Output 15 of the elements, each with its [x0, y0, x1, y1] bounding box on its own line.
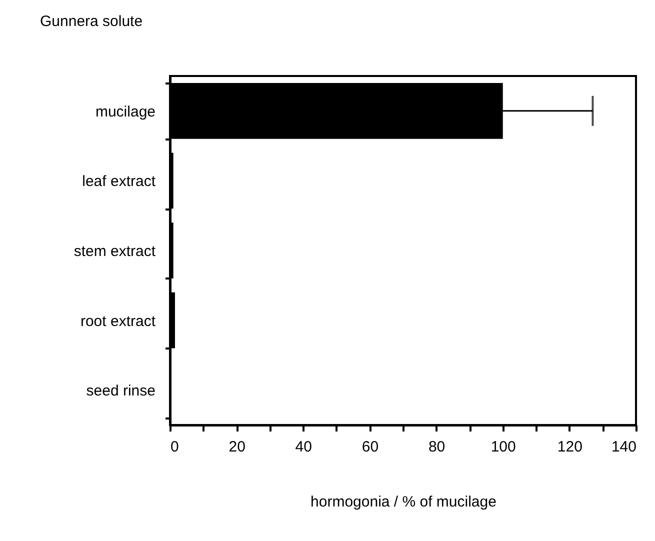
x-axis-title: hormogonia / % of mucilage	[310, 494, 496, 510]
y-tick-label: leaf extract	[82, 173, 156, 190]
y-tick-label: stem extract	[74, 243, 156, 260]
x-tick-label: 120	[557, 438, 582, 456]
chart-title: Gunnera solute	[40, 13, 143, 30]
x-tick-label: 0	[170, 438, 179, 456]
y-tick-label: root extract	[80, 312, 156, 330]
y-tick-label: seed rinse	[86, 382, 156, 400]
x-tick-label: 100	[490, 438, 516, 456]
y-tick-label: mucilage	[95, 103, 156, 120]
x-tick-label: 40	[295, 438, 312, 456]
x-tick-label: 140	[611, 438, 636, 456]
x-tick-label: 60	[362, 438, 379, 456]
x-tick-label: 80	[428, 438, 446, 456]
x-tick-label: 20	[228, 438, 246, 456]
